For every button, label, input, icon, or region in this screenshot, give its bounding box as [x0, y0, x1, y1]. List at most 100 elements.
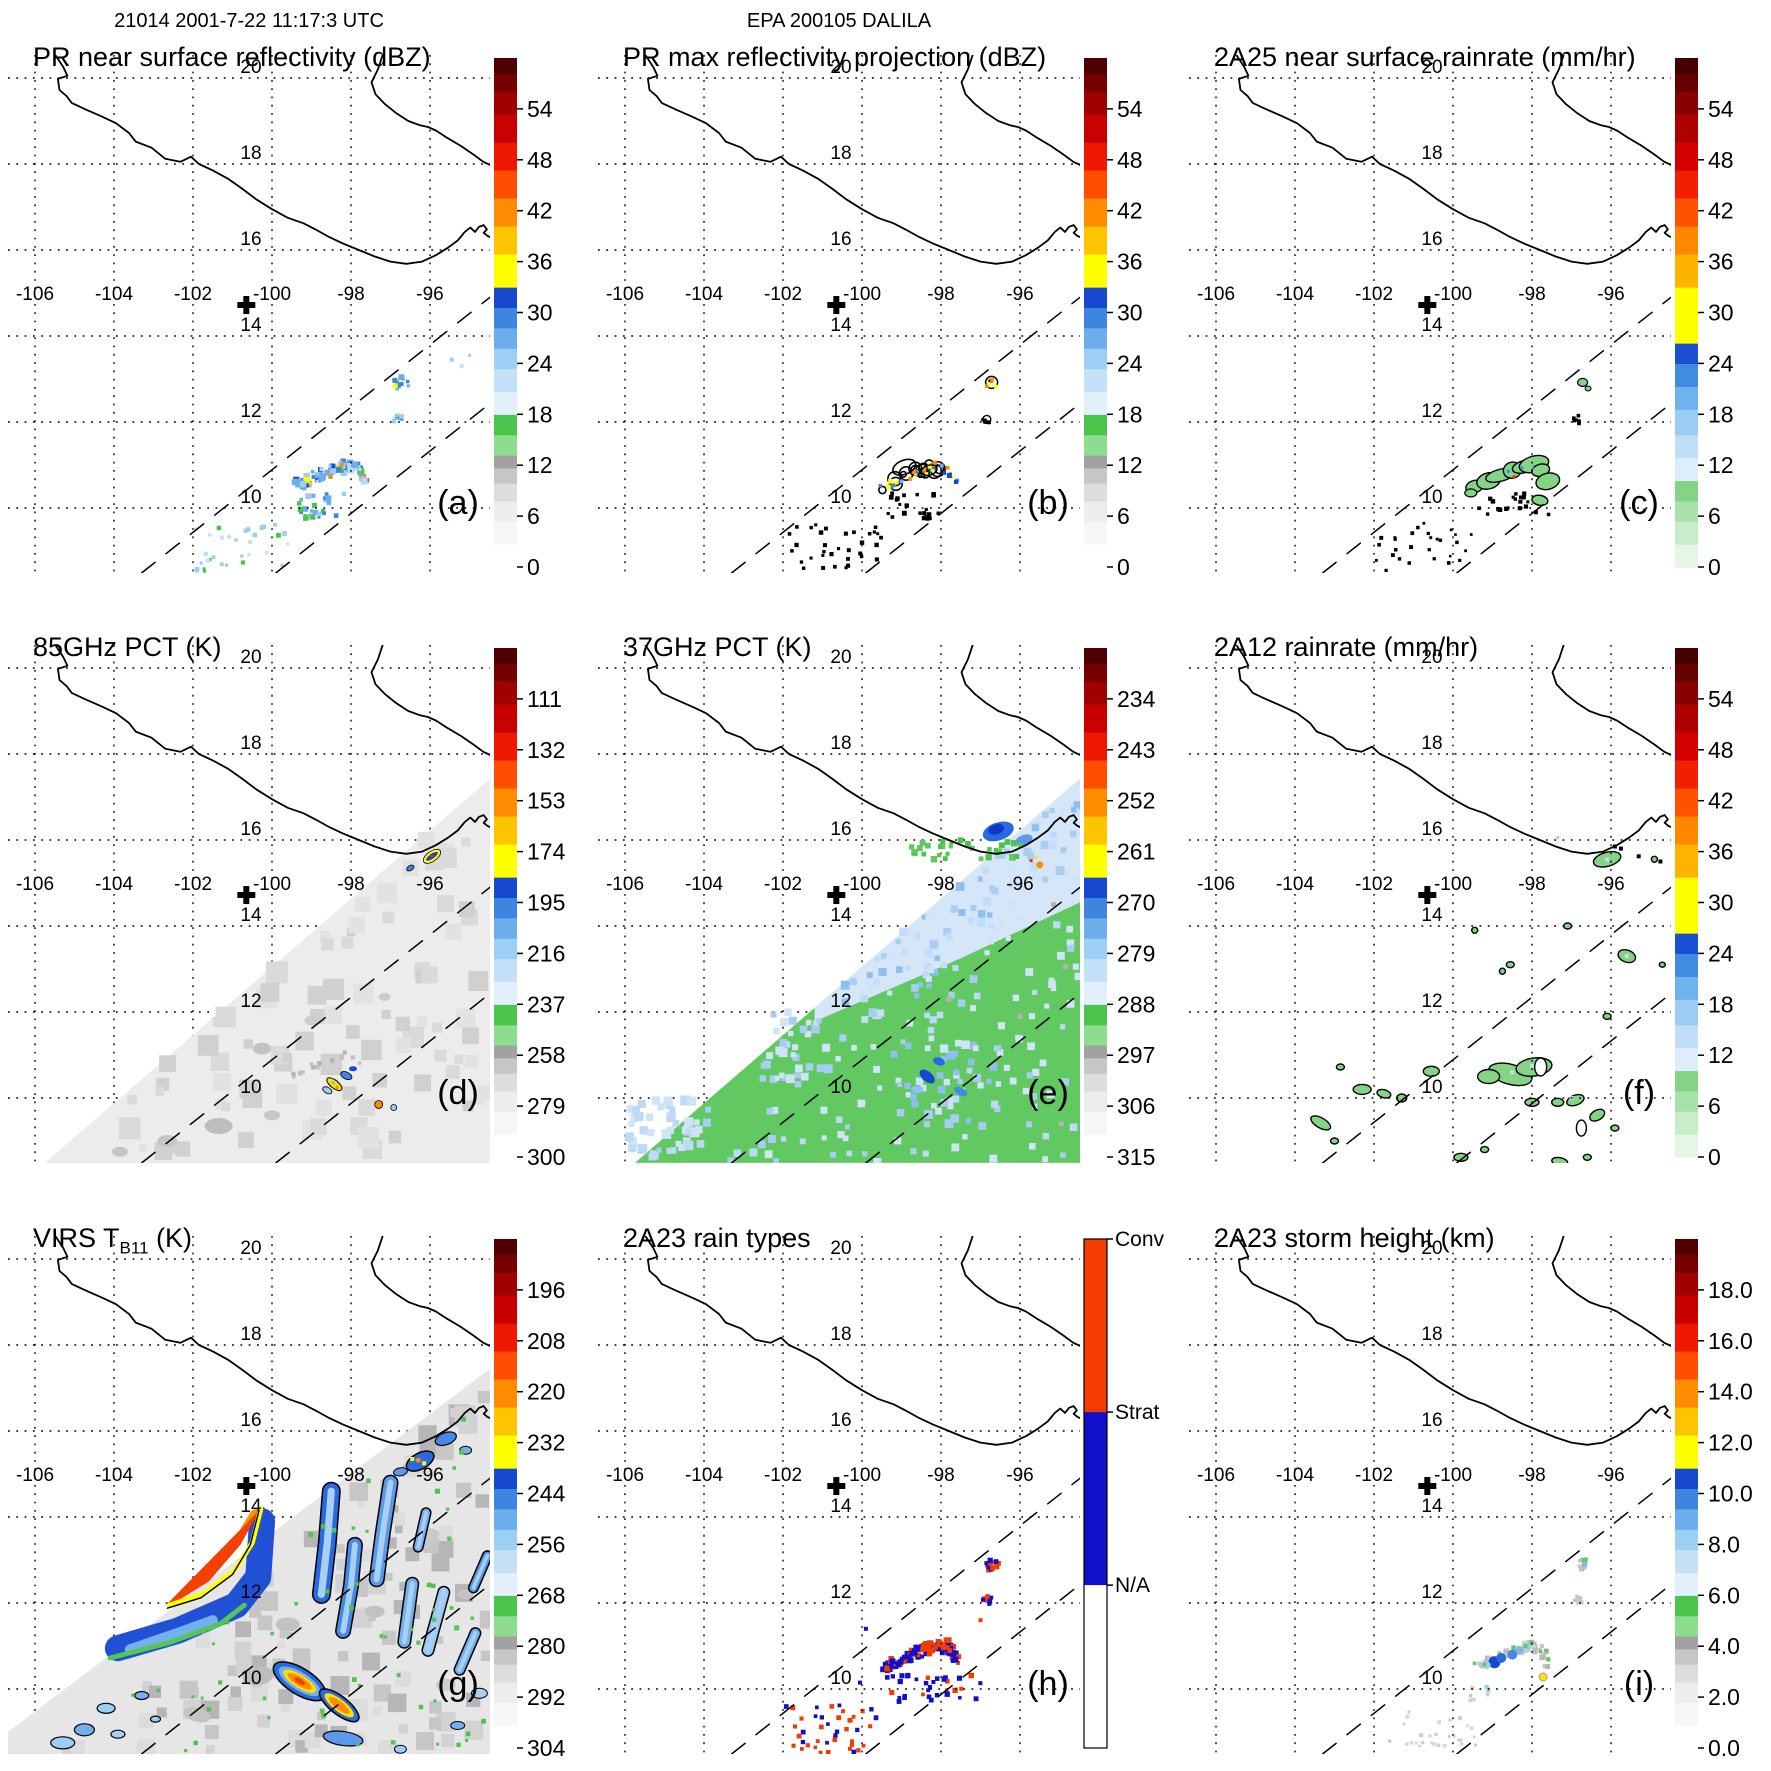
data-field — [624, 778, 1080, 1163]
colorbar-labels: 54 48 42 36 30 24 18 12 6 0 — [1107, 96, 1143, 580]
colorbar — [1084, 648, 1107, 1158]
svg-text:-106: -106 — [16, 874, 54, 895]
svg-text:48: 48 — [1117, 147, 1143, 173]
panel-b-map: -106 -104 -102 -100 -98 -96 10 12 14 16 18 20 54 48 42… — [598, 55, 1143, 580]
lon-labels: -106 -104 -102 -100 -98 -96 — [606, 874, 1034, 895]
svg-text:-106: -106 — [606, 874, 644, 895]
svg-text:18: 18 — [1421, 143, 1442, 164]
svg-text:252: 252 — [1117, 788, 1155, 814]
colorbar — [494, 1239, 517, 1749]
svg-text:292: 292 — [527, 1684, 565, 1710]
lat-labels: 10 12 14 16 18 20 — [1421, 57, 1443, 508]
svg-text:30: 30 — [1708, 890, 1734, 916]
svg-text:-104: -104 — [1276, 1465, 1314, 1486]
svg-text:16: 16 — [830, 229, 851, 250]
svg-text:-106: -106 — [606, 1465, 644, 1486]
lat-labels: 10 12 14 16 18 20 — [1421, 1238, 1443, 1689]
svg-text:20: 20 — [240, 647, 261, 668]
svg-text:0: 0 — [1708, 1144, 1721, 1170]
svg-text:-100: -100 — [253, 874, 291, 895]
svg-text:12: 12 — [240, 1582, 261, 1603]
svg-text:-102: -102 — [174, 1465, 212, 1486]
colorbar-labels: 234 243 252 261 270 279 288 297 306 315 — [1107, 686, 1156, 1170]
data-field — [1388, 1557, 1588, 1748]
data-blobs — [8, 1368, 490, 1754]
svg-text:20: 20 — [240, 1238, 261, 1259]
panel-g-map: -106 -104 -102 -100 -98 -96 10 12 14 16 18 20 196 208… — [8, 1236, 566, 1761]
svg-text:174: 174 — [527, 839, 566, 865]
svg-text:14: 14 — [240, 905, 262, 926]
colorbar — [1675, 58, 1698, 568]
panel-i-map: -106 -104 -102 -100 -98 -96 10 12 14 16 18 20 18.0 16… — [1189, 1236, 1753, 1761]
svg-text:14: 14 — [1421, 1496, 1443, 1517]
panel-e-map: -106 -104 -102 -100 -98 -96 10 12 14 16 18 20 234 243… — [598, 645, 1156, 1170]
svg-text:12: 12 — [240, 401, 261, 422]
svg-text:6: 6 — [527, 503, 540, 529]
svg-text:6: 6 — [1708, 503, 1721, 529]
svg-text:300: 300 — [527, 1144, 565, 1170]
svg-text:-104: -104 — [95, 284, 133, 305]
panel-b-letter: (b) — [1027, 484, 1069, 522]
svg-text:18: 18 — [527, 401, 553, 427]
panel-c-title: 2A25 near surface rainrate (mm/hr) — [1214, 42, 1636, 72]
svg-text:-96: -96 — [1006, 874, 1033, 895]
data-blobs — [44, 778, 490, 1163]
data-field — [1375, 377, 1592, 572]
panel-c-letter: (c) — [1619, 484, 1659, 522]
swath-edge-lines — [730, 886, 1080, 1163]
coastline — [644, 55, 1080, 265]
coastline — [54, 1236, 490, 1446]
svg-text:24: 24 — [1708, 350, 1734, 376]
svg-text:16: 16 — [240, 819, 261, 840]
svg-text:16: 16 — [240, 1410, 261, 1431]
panel-e-letter: (e) — [1027, 1074, 1069, 1112]
svg-text:-102: -102 — [174, 284, 212, 305]
svg-text:261: 261 — [1117, 839, 1155, 865]
lon-labels: -106 -104 -102 -100 -98 -96 — [1197, 1465, 1625, 1486]
colorbar — [1083, 1238, 1108, 1749]
colorbar-labels: 18.0 16.0 14.0 12.0 10.0 8.0 6.0 4.0 2.0 0.0 — [1698, 1277, 1753, 1761]
svg-text:12.0: 12.0 — [1708, 1430, 1753, 1456]
overpass-timestamp: 21014 2001-7-22 11:17:3 UTC — [114, 10, 384, 32]
svg-text:18: 18 — [830, 733, 851, 754]
svg-text:-102: -102 — [764, 1465, 802, 1486]
svg-text:6: 6 — [1708, 1093, 1721, 1119]
svg-text:288: 288 — [1117, 991, 1155, 1017]
colorbar-labels: 54 48 42 36 30 24 18 12 6 0 — [517, 96, 553, 580]
svg-text:-104: -104 — [95, 1465, 133, 1486]
svg-text:24: 24 — [1708, 940, 1734, 966]
svg-text:-104: -104 — [1276, 284, 1314, 305]
grid-lines — [1189, 55, 1671, 573]
svg-text:6.0: 6.0 — [1708, 1582, 1740, 1608]
svg-text:-104: -104 — [95, 874, 133, 895]
svg-text:10.0: 10.0 — [1708, 1481, 1753, 1507]
svg-text:54: 54 — [1708, 686, 1734, 712]
svg-text:14: 14 — [830, 905, 852, 926]
svg-text:14: 14 — [240, 315, 262, 336]
svg-text:12: 12 — [1117, 452, 1143, 478]
svg-text:-96: -96 — [416, 874, 443, 895]
svg-text:-104: -104 — [1276, 874, 1314, 895]
svg-text:-102: -102 — [764, 284, 802, 305]
colorbar — [1675, 648, 1698, 1158]
panel-f: 2A12 rainrate (mm/hr) (f) -106 -104 -102 -1… — [1181, 590, 1771, 1180]
svg-text:280: 280 — [527, 1633, 565, 1659]
svg-text:48: 48 — [527, 147, 553, 173]
svg-text:268: 268 — [527, 1582, 565, 1608]
svg-text:10: 10 — [240, 1077, 261, 1098]
map-layer-a: -106 -104 -102 -100 -98 -96 10 12 14 16 18 20 — [8, 55, 490, 573]
svg-text:18: 18 — [240, 1324, 261, 1345]
storm-center-marker — [827, 1477, 846, 1496]
svg-text:20: 20 — [240, 57, 261, 78]
data-field — [1310, 836, 1666, 1163]
storm-center-marker — [237, 1477, 256, 1496]
lat-labels: 10 12 14 16 18 20 — [830, 647, 852, 1098]
svg-text:-102: -102 — [764, 874, 802, 895]
svg-text:16.0: 16.0 — [1708, 1328, 1753, 1354]
swath-edge-lines — [1321, 1477, 1671, 1754]
svg-text:4.0: 4.0 — [1708, 1633, 1740, 1659]
svg-text:-98: -98 — [1518, 284, 1545, 305]
svg-text:220: 220 — [527, 1379, 565, 1405]
svg-text:-100: -100 — [843, 284, 881, 305]
